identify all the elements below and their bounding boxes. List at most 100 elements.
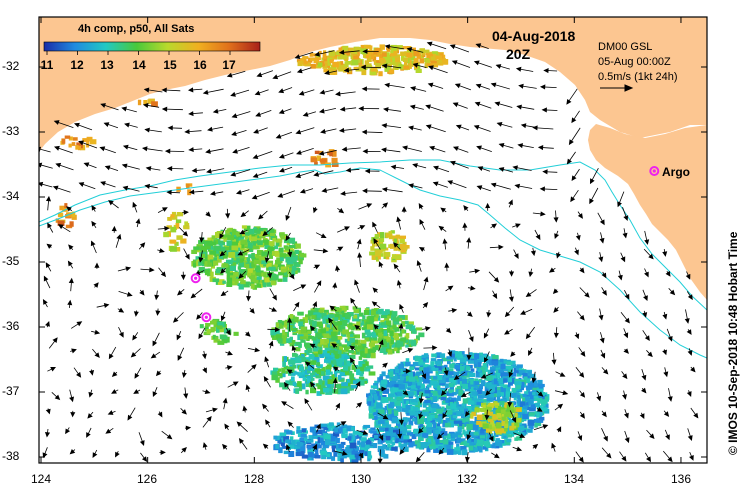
argo-float-marker[interactable] xyxy=(201,312,212,323)
current-vector-head xyxy=(160,271,167,278)
current-vector-head xyxy=(238,273,244,279)
sst-pixel xyxy=(362,315,366,319)
sst-pixel xyxy=(323,424,330,430)
sst-pixel xyxy=(210,320,216,325)
sst-pixel xyxy=(170,214,175,218)
sst-pixel xyxy=(417,443,421,448)
sst-pixel xyxy=(300,329,307,333)
sst-pixel xyxy=(308,435,314,441)
sst-pixel xyxy=(328,425,332,431)
sst-pixel xyxy=(326,381,331,388)
sst-pixel xyxy=(303,435,308,442)
sst-pixel xyxy=(296,441,303,447)
sst-pixel xyxy=(524,410,528,415)
credit-text: © IMOS 10-Sep-2018 10:48 Hobart Time xyxy=(726,231,740,455)
current-vector-head xyxy=(443,370,449,376)
sst-pixel xyxy=(270,280,276,286)
current-vector-head xyxy=(624,437,630,444)
sst-pixel xyxy=(324,339,329,344)
current-vector-head xyxy=(206,415,212,422)
sst-pixel xyxy=(174,241,179,246)
sst-pixel xyxy=(483,431,489,436)
current-vector-head xyxy=(579,267,585,274)
current-vector-head xyxy=(295,129,302,135)
sst-pixel xyxy=(266,277,273,282)
sst-pixel xyxy=(522,429,526,435)
sst-pixel xyxy=(346,370,353,376)
sst-pixel xyxy=(240,280,246,285)
sst-pixel xyxy=(412,402,418,406)
current-vector-head xyxy=(100,103,106,108)
sst-pixel xyxy=(474,362,478,368)
sst-pixel xyxy=(414,367,421,371)
sst-pixel xyxy=(430,408,435,414)
sst-pixel xyxy=(288,359,294,364)
current-vector-head xyxy=(87,413,93,419)
sst-pixel xyxy=(211,241,217,246)
sst-pixel xyxy=(498,377,504,384)
sst-pixel xyxy=(541,407,548,412)
current-vector-head xyxy=(504,311,511,318)
sst-pixel xyxy=(408,65,412,69)
current-vector-head xyxy=(298,90,305,96)
current-vector-head xyxy=(212,407,218,413)
sst-pixel xyxy=(345,447,352,453)
sst-pixel xyxy=(514,429,519,436)
sst-pixel xyxy=(421,50,426,56)
sst-pixel xyxy=(325,369,330,376)
sst-pixel xyxy=(383,251,390,257)
sst-pixel xyxy=(455,351,462,357)
sst-pixel xyxy=(371,340,378,344)
sst-pixel xyxy=(410,414,415,418)
sst-pixel xyxy=(417,418,425,425)
current-vector-head xyxy=(275,133,282,139)
sst-pixel xyxy=(533,412,538,417)
sst-pixel xyxy=(377,445,385,450)
sst-pixel xyxy=(417,390,421,396)
sst-pixel xyxy=(399,426,405,431)
sst-pixel xyxy=(356,334,360,338)
sst-pixel xyxy=(527,420,535,426)
sst-pixel xyxy=(351,364,355,370)
sst-pixel xyxy=(176,235,183,240)
sst-pixel xyxy=(495,409,503,415)
map-date: 04-Aug-2018 xyxy=(492,28,576,44)
sst-pixel xyxy=(356,321,361,328)
sst-pixel xyxy=(351,59,359,66)
current-vector-head xyxy=(617,274,623,281)
current-vector-head xyxy=(418,413,424,420)
sst-pixel xyxy=(382,422,389,427)
sst-pixel xyxy=(359,373,364,377)
sst-pixel xyxy=(296,426,301,430)
sst-pixel xyxy=(180,238,187,244)
sst-pixel xyxy=(227,235,234,241)
sst-pixel xyxy=(446,356,452,360)
sst-pixel xyxy=(263,271,267,278)
current-vector-head xyxy=(66,206,72,212)
sst-pixel xyxy=(279,374,283,379)
sst-pixel xyxy=(295,243,301,249)
sst-pixel xyxy=(538,411,543,416)
sst-pixel xyxy=(170,226,177,233)
sst-pixel xyxy=(498,367,504,373)
sst-pixel xyxy=(471,391,477,396)
sst-pixel xyxy=(320,437,324,444)
sst-pixel xyxy=(516,364,523,368)
sst-pixel xyxy=(425,358,429,362)
sst-pixel xyxy=(166,225,172,229)
argo-float-marker[interactable] xyxy=(649,166,660,176)
sst-pixel xyxy=(276,263,282,268)
x-tick-label: 126 xyxy=(136,472,158,486)
sst-pixel xyxy=(315,430,321,434)
current-vector-head xyxy=(281,401,287,407)
sst-pixel xyxy=(488,386,496,392)
argo-float-marker[interactable] xyxy=(190,273,201,284)
current-vector-head xyxy=(70,412,76,418)
current-vector-head xyxy=(520,310,526,315)
current-vector-head xyxy=(361,129,367,135)
sst-pixel xyxy=(420,426,427,433)
sst-pixel xyxy=(305,330,311,334)
sst-pixel xyxy=(435,416,443,421)
sst-pixel xyxy=(289,381,294,386)
sst-pixel xyxy=(323,333,330,339)
